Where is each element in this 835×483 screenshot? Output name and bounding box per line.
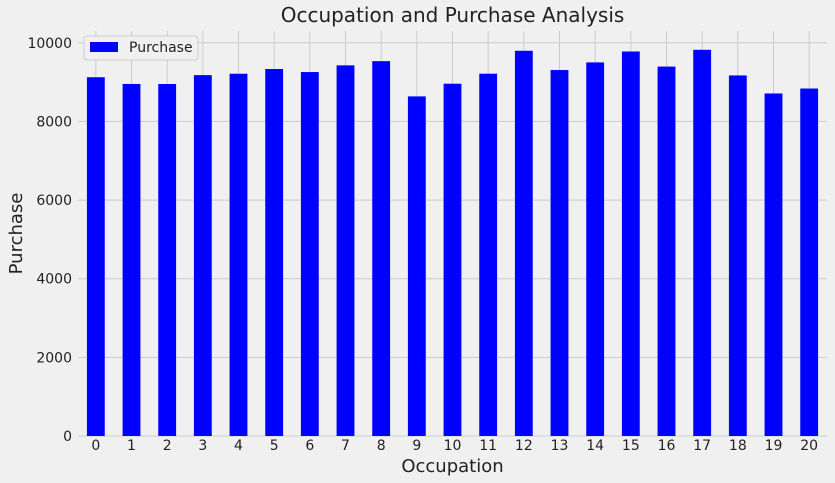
- bar: [728, 75, 747, 436]
- bar: [443, 83, 462, 436]
- bar: [586, 62, 605, 436]
- x-tick-label: 3: [198, 438, 207, 454]
- x-tick-label: 9: [412, 438, 421, 454]
- x-tick-label: 4: [234, 438, 243, 454]
- bar: [300, 72, 319, 437]
- bar: [479, 73, 498, 437]
- bar: [336, 65, 355, 436]
- bar: [122, 83, 141, 436]
- y-axis-title: Purchase: [6, 193, 27, 275]
- bar: [229, 73, 248, 436]
- x-tick-label: 0: [91, 438, 100, 454]
- x-tick-label: 7: [341, 438, 350, 454]
- bar: [693, 49, 712, 437]
- y-tick-label: 4000: [36, 272, 72, 288]
- legend: Purchase: [83, 35, 199, 61]
- x-tick-label: 13: [551, 438, 569, 454]
- x-tick-label: 8: [377, 438, 386, 454]
- x-tick-label: 17: [693, 438, 711, 454]
- y-tick-label: 0: [63, 429, 72, 445]
- legend-swatch: [90, 42, 118, 52]
- x-tick-label: 12: [515, 438, 533, 454]
- x-axis-title: Occupation: [401, 456, 503, 477]
- bar: [764, 93, 783, 436]
- y-tick-label: 2000: [36, 350, 72, 366]
- bar: [372, 61, 391, 436]
- x-tick-label: 16: [658, 438, 676, 454]
- bar: [158, 84, 177, 437]
- bar: [550, 70, 569, 437]
- bar: [86, 77, 105, 436]
- bar: [265, 69, 284, 436]
- bar: [800, 88, 819, 436]
- x-tick-label: 11: [479, 438, 497, 454]
- bar: [621, 51, 640, 436]
- x-tick-label: 19: [765, 438, 783, 454]
- x-tick-label: 10: [444, 438, 462, 454]
- x-tick-label: 14: [586, 438, 604, 454]
- bar: [657, 66, 676, 436]
- chart-title: Occupation and Purchase Analysis: [281, 3, 625, 27]
- y-tick-label: 10000: [27, 36, 72, 52]
- x-tick-label: 20: [800, 438, 818, 454]
- bar: [193, 75, 212, 436]
- x-tick-label: 1: [127, 438, 136, 454]
- y-tick-label: 8000: [36, 114, 72, 130]
- bars-layer: [86, 49, 819, 437]
- x-tick-label: 2: [163, 438, 172, 454]
- x-tick-label: 5: [270, 438, 279, 454]
- bar: [514, 50, 533, 436]
- y-tick-label: 6000: [36, 193, 72, 209]
- x-tick-label: 15: [622, 438, 640, 454]
- bar: [407, 96, 426, 437]
- x-tick-labels: 0 1 2 3 4 5 6 7 8 9 10 11 12 13 14 15 16 17 18 19 20: [91, 438, 818, 454]
- legend-label: Purchase: [129, 40, 193, 56]
- y-tick-labels: 0 2000 4000 6000 8000 10000: [27, 36, 72, 445]
- x-tick-label: 6: [305, 438, 314, 454]
- x-tick-label: 18: [729, 438, 747, 454]
